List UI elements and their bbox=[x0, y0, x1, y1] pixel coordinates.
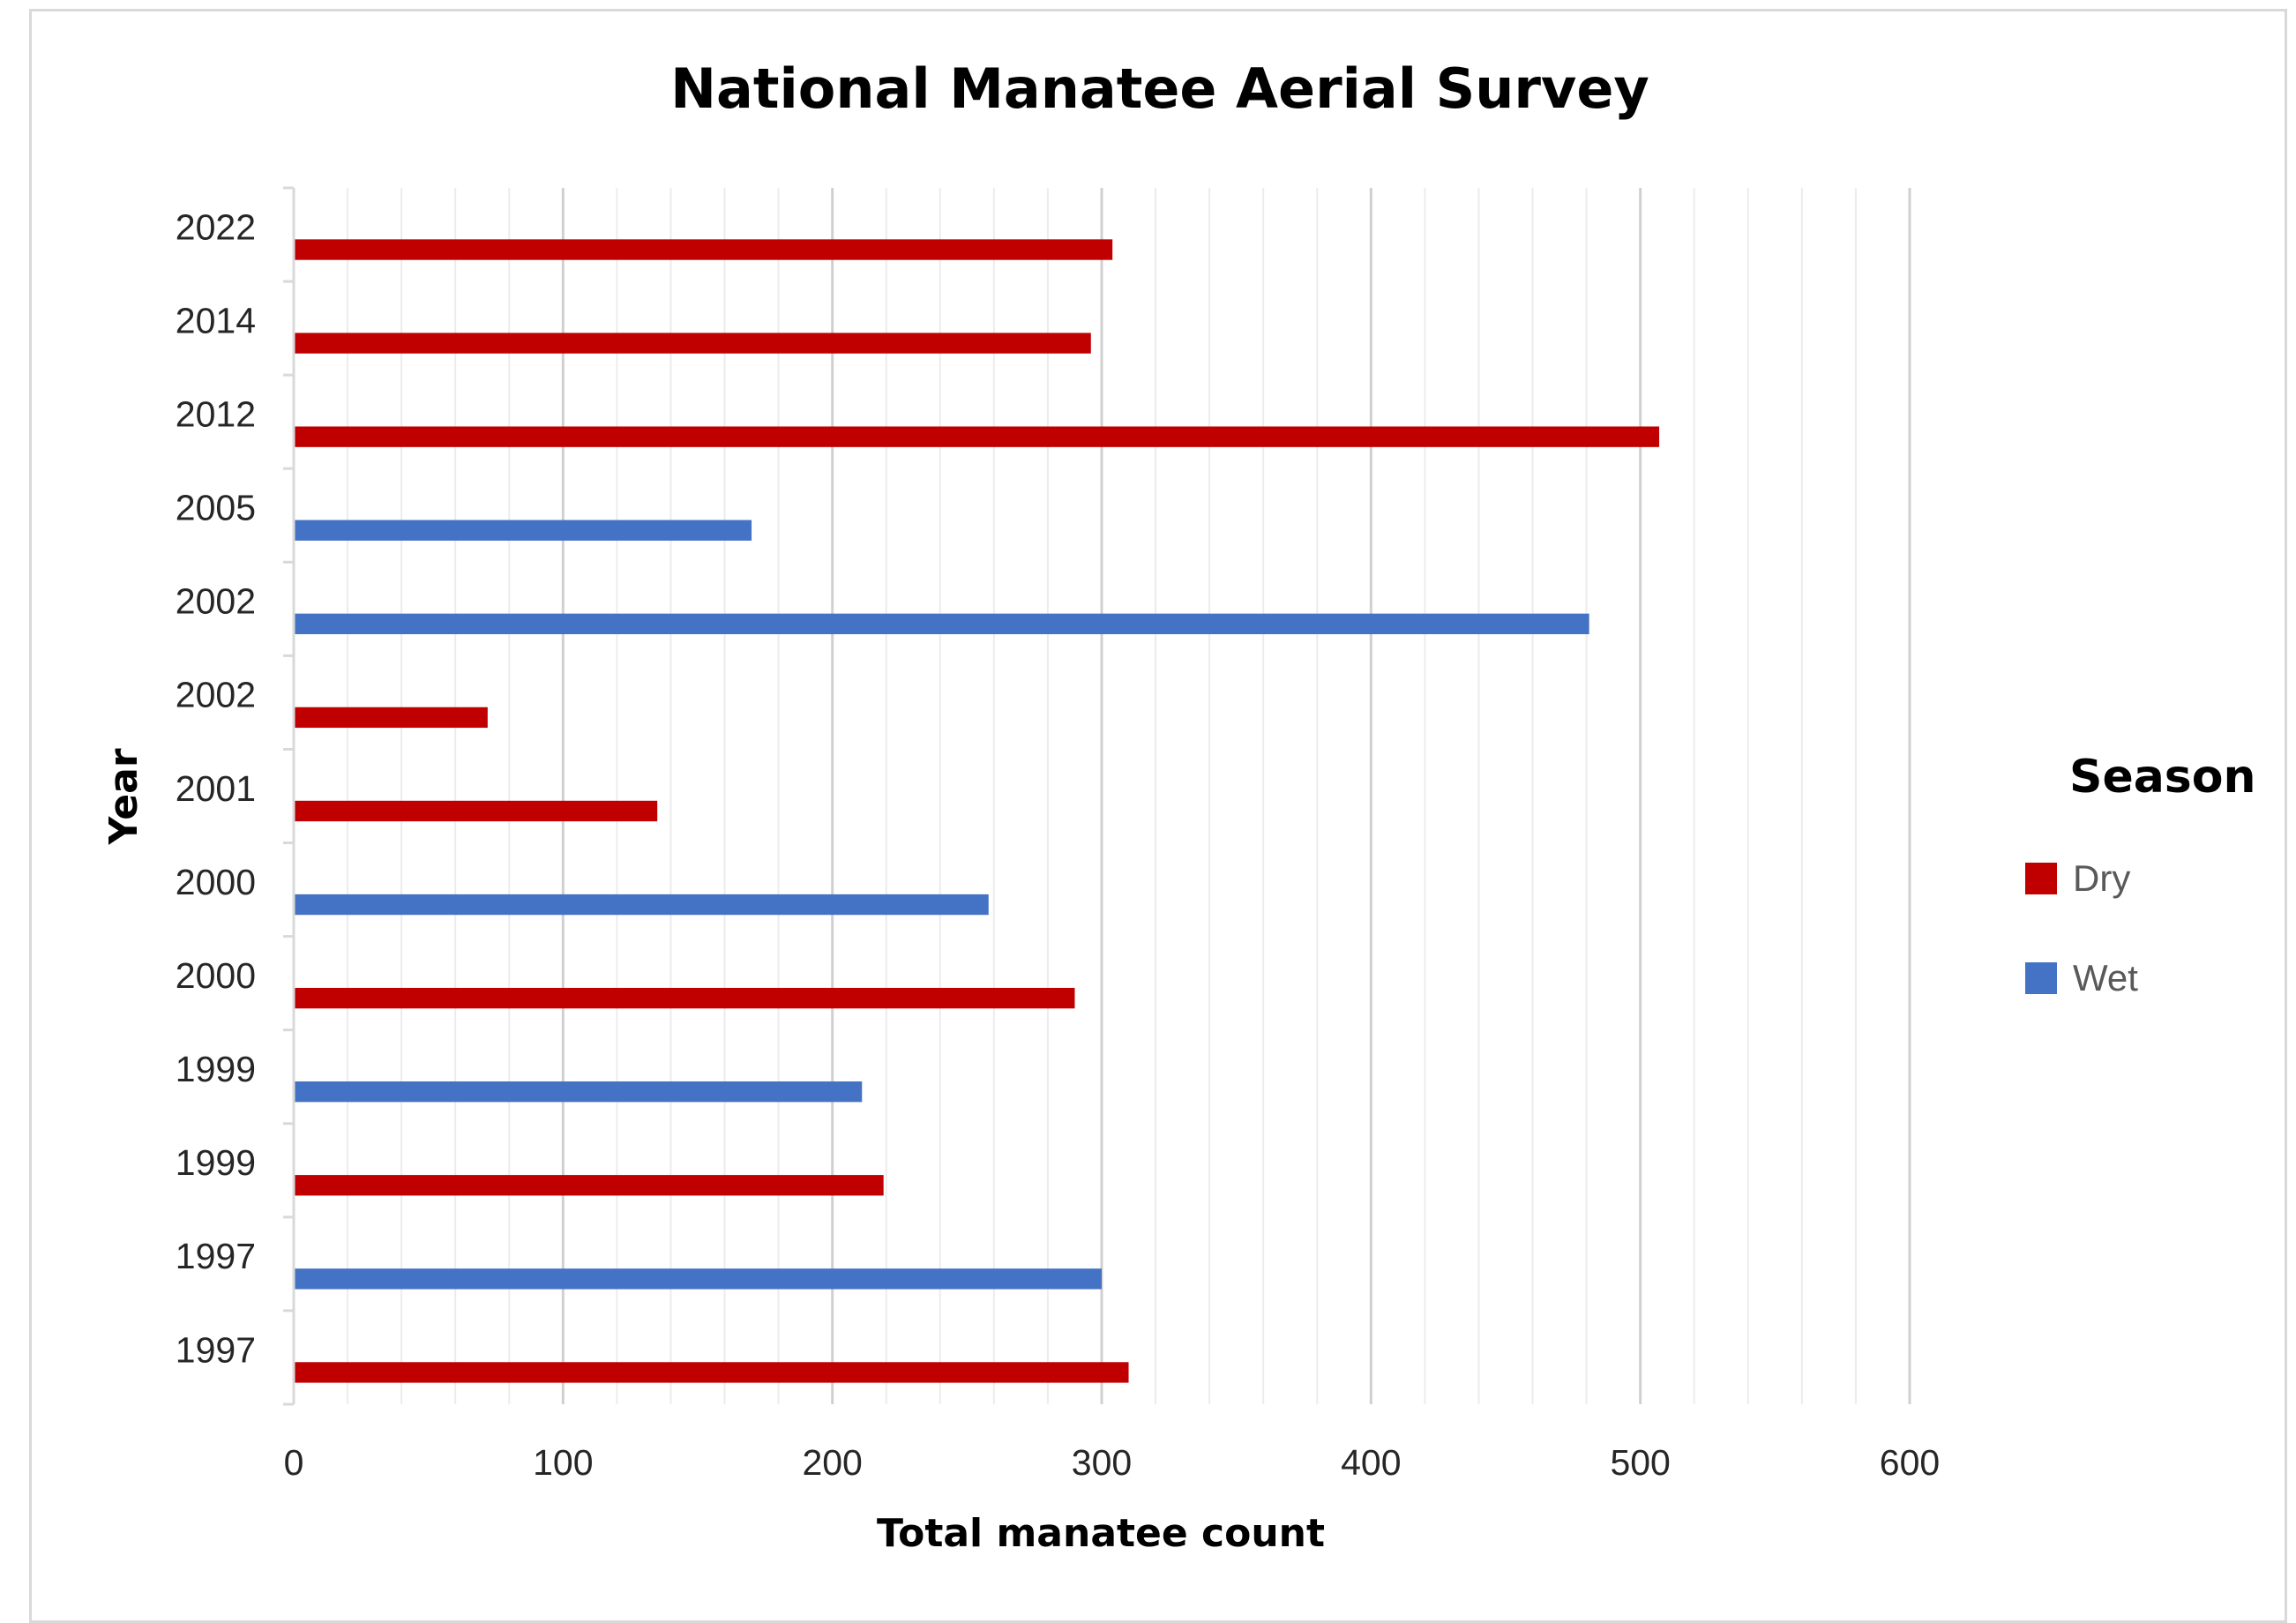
x-tick-label: 100 bbox=[533, 1442, 593, 1483]
y-tick-label: 2012 bbox=[176, 393, 256, 434]
axes bbox=[283, 186, 295, 1406]
legend-label-dry: Dry bbox=[2073, 857, 2130, 899]
bar-dry bbox=[294, 239, 1113, 260]
bar-dry bbox=[294, 426, 1660, 447]
bar-dry bbox=[294, 707, 488, 729]
y-tick-label: 2000 bbox=[176, 862, 256, 902]
bar-wet bbox=[294, 1081, 863, 1103]
y-tick-label: 2014 bbox=[176, 300, 256, 340]
x-axis-title: Total manatee count bbox=[877, 1511, 1325, 1556]
y-tick-label: 2022 bbox=[176, 206, 256, 247]
y-tick-labels: 2022 2014 2012 2005 2002 2002 2001 2000 2000 1999… bbox=[176, 206, 256, 1370]
bar-wet bbox=[294, 520, 752, 541]
y-tick-label: 2005 bbox=[176, 488, 256, 528]
legend-swatch-dry bbox=[2025, 863, 2057, 894]
bar-wet bbox=[294, 613, 1589, 634]
legend-title: Season bbox=[2069, 751, 2256, 804]
y-tick-label: 2002 bbox=[176, 675, 256, 715]
x-tick-label: 200 bbox=[802, 1442, 862, 1483]
x-tick-label: 400 bbox=[1341, 1442, 1401, 1483]
chart-title: National Manatee Aerial Survey bbox=[670, 56, 1649, 121]
bar-wet bbox=[294, 894, 989, 916]
y-tick-label: 2001 bbox=[176, 768, 256, 809]
y-tick-label: 1999 bbox=[176, 1142, 256, 1183]
bar-dry bbox=[294, 987, 1075, 1009]
y-tick-label: 1999 bbox=[176, 1049, 256, 1089]
legend: Season Dry Wet bbox=[2025, 751, 2256, 998]
x-tick-label: 0 bbox=[284, 1442, 304, 1483]
y-tick-label: 2002 bbox=[176, 581, 256, 622]
bar-dry bbox=[294, 800, 658, 822]
legend-label-wet: Wet bbox=[2073, 957, 2138, 998]
bar-dry bbox=[294, 333, 1091, 354]
y-tick-label: 1997 bbox=[176, 1329, 256, 1370]
bar-dry bbox=[294, 1362, 1129, 1383]
legend-swatch-wet bbox=[2025, 962, 2057, 994]
bar-wet bbox=[294, 1268, 1102, 1290]
bars bbox=[294, 239, 1660, 1383]
x-tick-label: 600 bbox=[1880, 1442, 1940, 1483]
x-tick-labels: 0 100 200 300 400 500 600 bbox=[284, 1442, 1941, 1483]
y-axis-title: Year bbox=[101, 748, 146, 845]
gridlines bbox=[347, 188, 1911, 1404]
y-tick-label: 1997 bbox=[176, 1236, 256, 1276]
bar-dry bbox=[294, 1175, 884, 1196]
x-tick-label: 500 bbox=[1610, 1442, 1670, 1483]
y-tick-label: 2000 bbox=[176, 955, 256, 996]
x-tick-label: 300 bbox=[1072, 1442, 1132, 1483]
